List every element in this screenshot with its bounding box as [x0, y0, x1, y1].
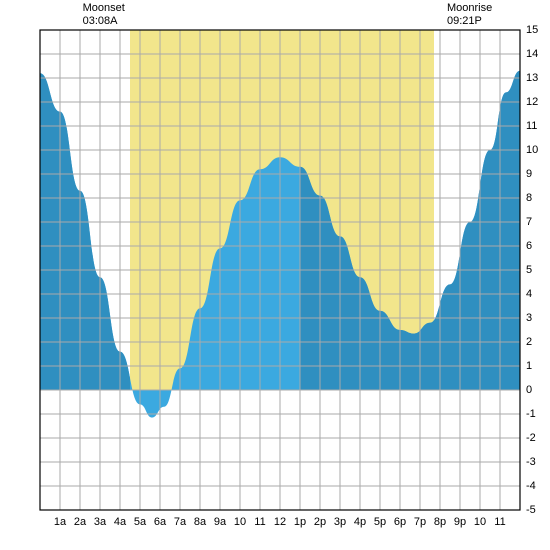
tide-chart: Moonset 03:08A Moonrise 09:21P -5 -4 -3 -2 -… — [0, 0, 550, 550]
y-tick-label: 6 — [526, 240, 532, 252]
moonset-annotation: Moonset 03:08A — [83, 2, 125, 28]
x-tick-label: 7p — [414, 516, 426, 528]
x-tick-label: 4a — [114, 516, 126, 528]
x-tick-label: 5p — [374, 516, 386, 528]
x-tick-label: 2a — [74, 516, 86, 528]
x-tick-label: 5a — [134, 516, 146, 528]
y-tick-label: 10 — [526, 144, 538, 156]
moonrise-time: 09:21P — [447, 15, 492, 28]
y-tick-label: 15 — [526, 24, 538, 36]
chart-svg — [0, 0, 550, 550]
y-tick-label: 5 — [526, 264, 532, 276]
y-tick-label: 3 — [526, 312, 532, 324]
y-tick-label: -1 — [526, 408, 536, 420]
y-tick-label: 4 — [526, 288, 532, 300]
x-tick-label: 10 — [234, 516, 246, 528]
x-tick-label: 7a — [174, 516, 186, 528]
y-tick-label: 2 — [526, 336, 532, 348]
y-tick-label: 1 — [526, 360, 532, 372]
x-tick-label: 11 — [254, 516, 265, 528]
y-tick-label: -4 — [526, 480, 536, 492]
x-tick-label: 9p — [454, 516, 466, 528]
y-tick-label: 0 — [526, 384, 532, 396]
x-tick-label: 8p — [434, 516, 446, 528]
x-tick-label: 12 — [274, 516, 286, 528]
y-tick-label: 9 — [526, 168, 532, 180]
x-tick-label: 6a — [154, 516, 166, 528]
y-tick-label: -5 — [526, 504, 536, 516]
moonset-label: Moonset — [83, 2, 125, 15]
y-tick-label: -3 — [526, 456, 536, 468]
moonrise-annotation: Moonrise 09:21P — [447, 2, 492, 28]
y-tick-label: 8 — [526, 192, 532, 204]
x-tick-label: 9a — [214, 516, 226, 528]
y-tick-label: 11 — [526, 120, 537, 132]
x-tick-label: 3p — [334, 516, 346, 528]
x-tick-label: 10 — [474, 516, 486, 528]
y-tick-label: 7 — [526, 216, 532, 228]
x-tick-label: 3a — [94, 516, 106, 528]
x-tick-label: 2p — [314, 516, 326, 528]
y-tick-label: 12 — [526, 96, 538, 108]
x-tick-label: 8a — [194, 516, 206, 528]
moonrise-label: Moonrise — [447, 2, 492, 15]
moonset-time: 03:08A — [83, 15, 125, 28]
x-tick-label: 4p — [354, 516, 366, 528]
x-tick-label: 6p — [394, 516, 406, 528]
x-tick-label: 1p — [294, 516, 306, 528]
x-tick-label: 11 — [494, 516, 505, 528]
y-tick-label: 14 — [526, 48, 538, 60]
y-tick-label: -2 — [526, 432, 536, 444]
x-tick-label: 1a — [54, 516, 66, 528]
y-tick-label: 13 — [526, 72, 538, 84]
